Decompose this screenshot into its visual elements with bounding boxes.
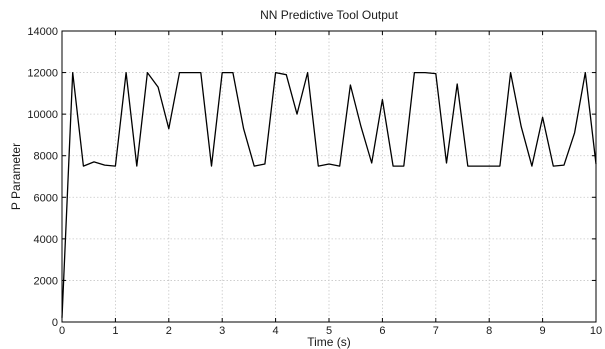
x-tick-label: 5 bbox=[326, 325, 332, 337]
axis-ticks: 0 1 2 3 4 5 6 7 8 9 10 0 2000 4000 6000 8000 10000 12000 1… bbox=[27, 26, 602, 337]
y-tick-label: 4000 bbox=[34, 234, 58, 246]
x-tick-label: 3 bbox=[219, 325, 225, 337]
x-tick-label: 8 bbox=[486, 325, 492, 337]
series-line bbox=[61, 71, 597, 318]
x-axis-label: Time (s) bbox=[307, 335, 351, 349]
y-tick-label: 2000 bbox=[34, 275, 58, 287]
y-tick-label: 14000 bbox=[27, 26, 58, 38]
x-tick-label: 7 bbox=[433, 325, 439, 337]
series-layer bbox=[61, 71, 597, 318]
y-tick-label: 10000 bbox=[27, 109, 58, 121]
plot-area-frame bbox=[61, 30, 597, 323]
y-tick-label: 0 bbox=[52, 317, 58, 329]
x-tick-label: 4 bbox=[273, 325, 279, 337]
grid-lines bbox=[62, 31, 596, 322]
x-tick-label: 0 bbox=[59, 325, 65, 337]
x-tick-label: 6 bbox=[379, 325, 385, 337]
x-tick-label: 10 bbox=[590, 325, 602, 337]
y-tick-label: 6000 bbox=[34, 192, 58, 204]
x-tick-label: 9 bbox=[540, 325, 546, 337]
y-tick-label: 12000 bbox=[27, 68, 58, 80]
y-tick-label: 8000 bbox=[34, 151, 58, 163]
x-tick-label: 1 bbox=[112, 325, 118, 337]
chart-title: NN Predictive Tool Output bbox=[260, 8, 399, 22]
x-tick-label: 2 bbox=[166, 325, 172, 337]
y-axis-label: P Parameter bbox=[9, 143, 23, 210]
